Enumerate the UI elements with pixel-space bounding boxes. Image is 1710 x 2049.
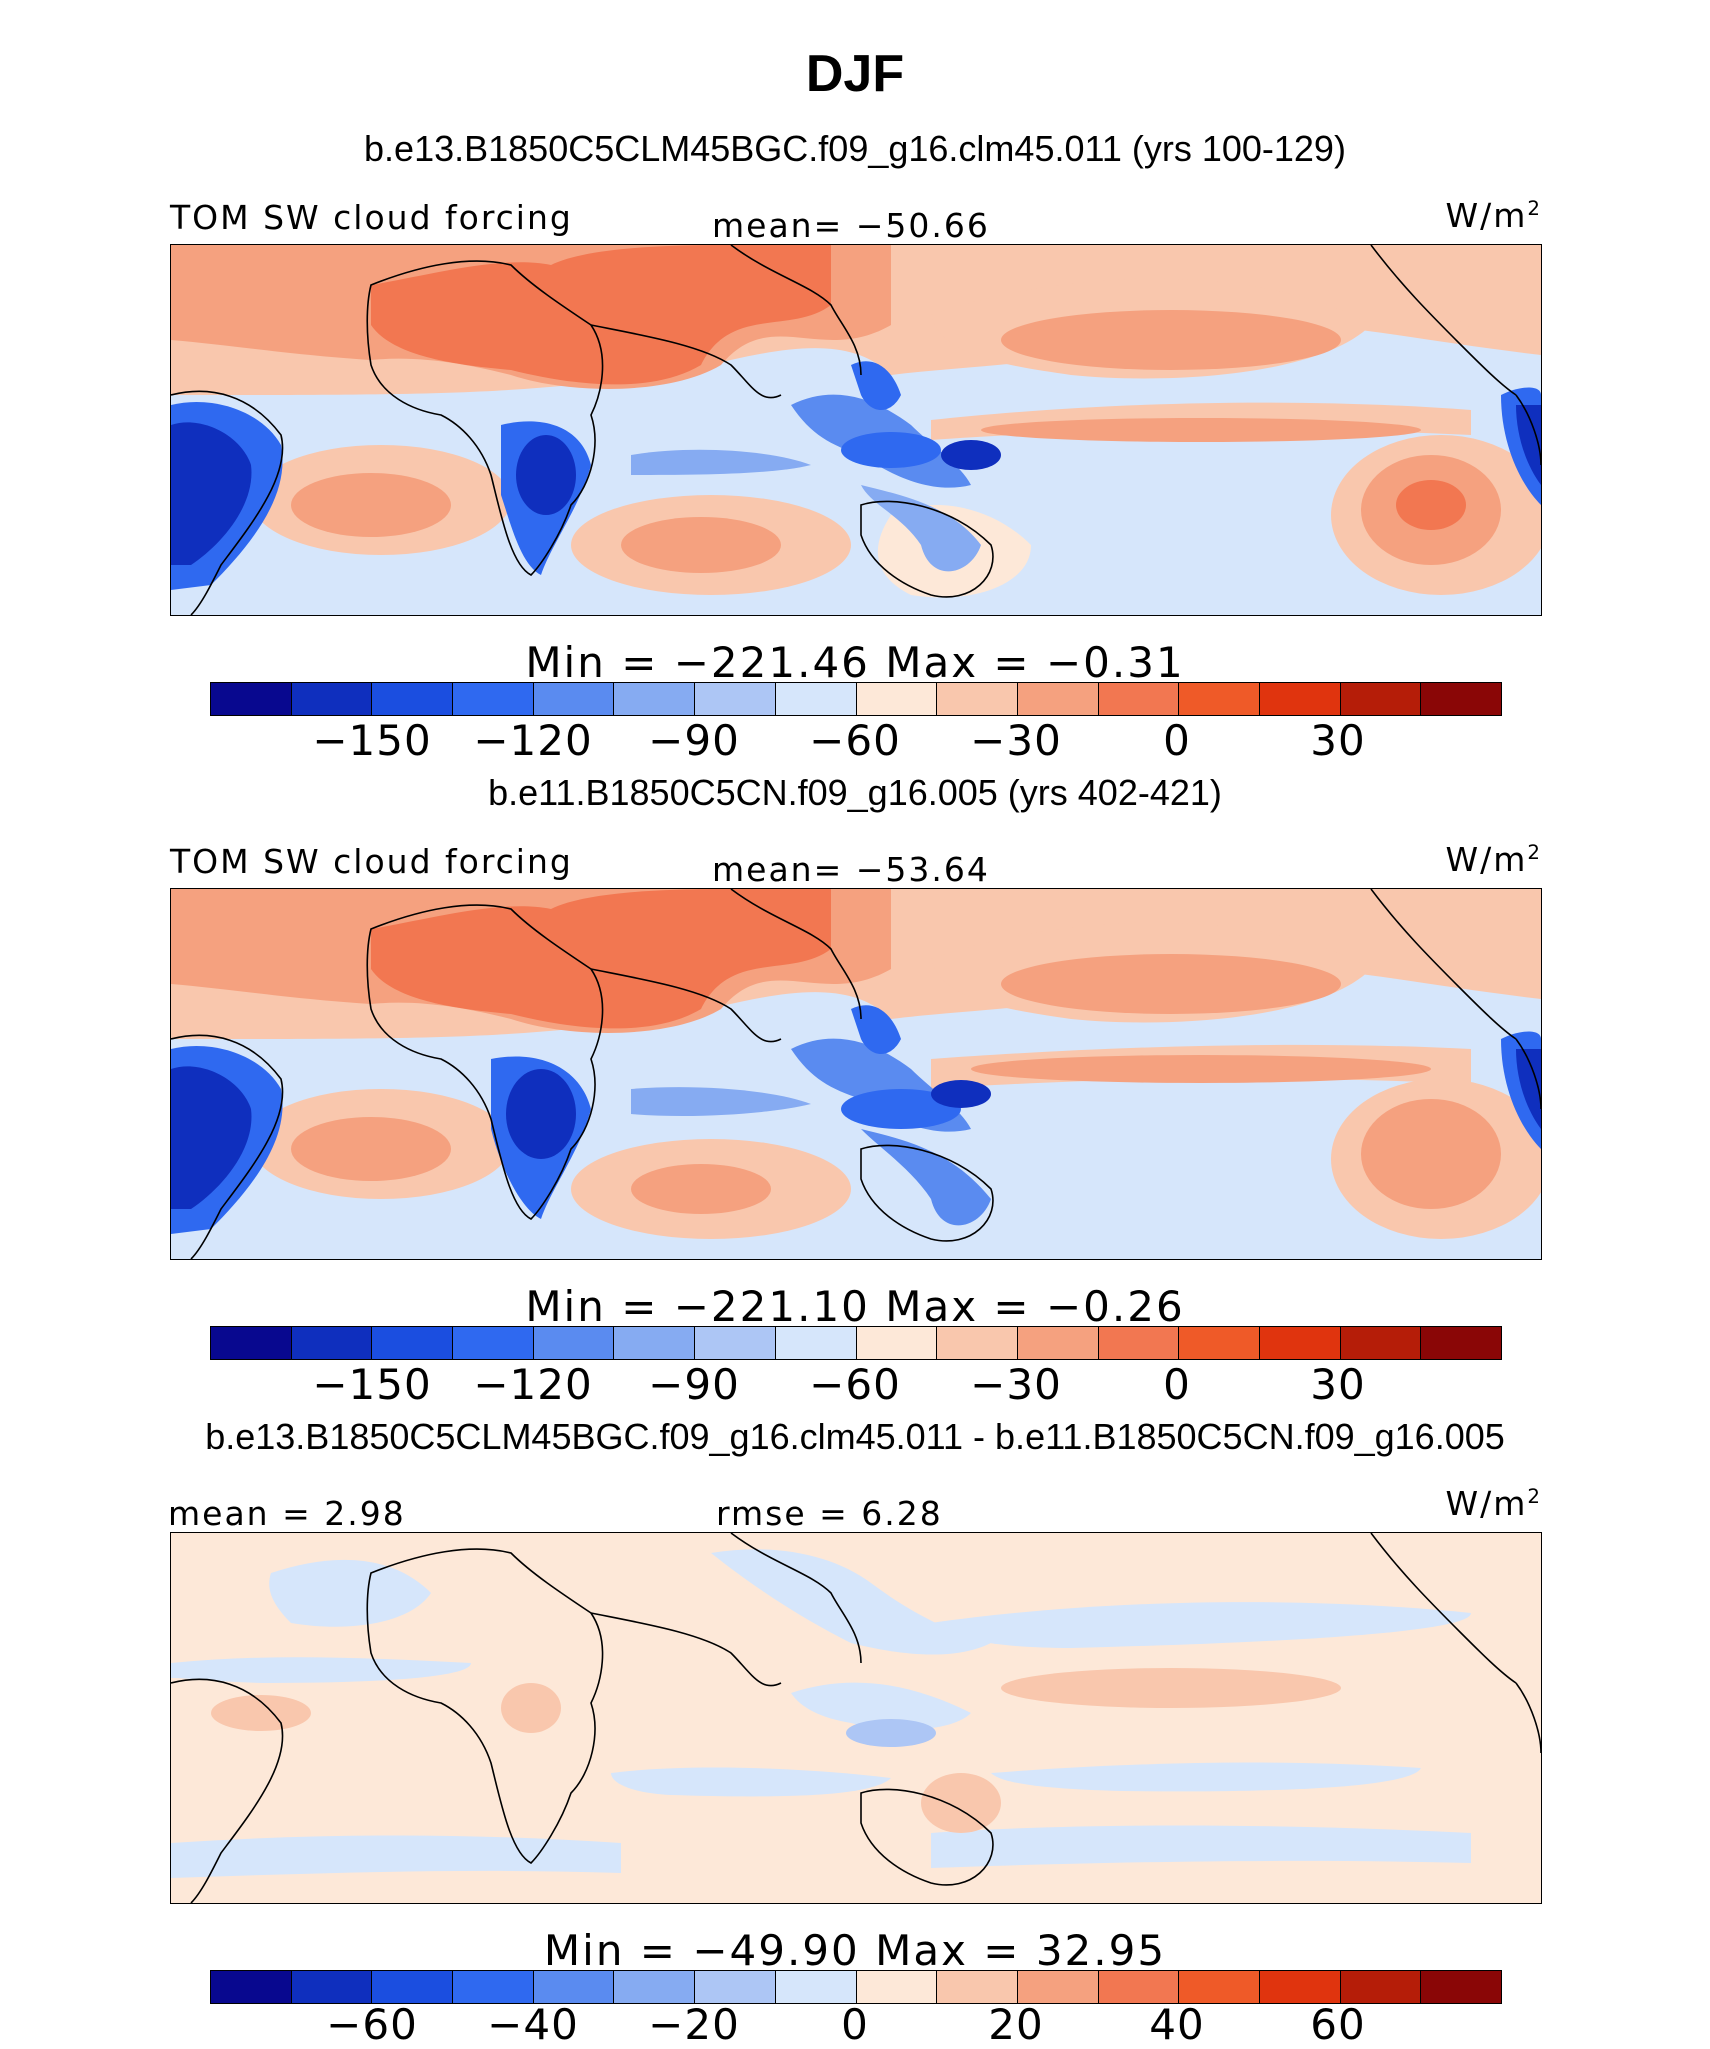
colorbar-swatch: [1179, 1327, 1260, 1359]
panel-3-map: [170, 1532, 1542, 1904]
colorbar-swatch: [372, 683, 454, 715]
panel-2-colorbar-tick: −60: [809, 1360, 901, 1409]
colorbar-swatch: [1340, 683, 1422, 715]
panel-2-colorbar-tick: −120: [473, 1360, 593, 1409]
colorbar-swatch: [533, 1971, 615, 2003]
colorbar-swatch: [533, 683, 615, 715]
colorbar-swatch: [291, 683, 373, 715]
colorbar-swatch: [1259, 1971, 1341, 2003]
colorbar-swatch: [291, 1971, 373, 2003]
colorbar-swatch: [695, 1971, 776, 2003]
colorbar-swatch: [937, 1971, 1018, 2003]
panel-1-colorbar-tick: −90: [648, 716, 740, 765]
panel-3-colorbar-tick: −40: [487, 2000, 579, 2049]
panel-2-map: [170, 888, 1542, 1260]
panel-3-rmse-label: rmse = 6.28: [716, 1494, 943, 1533]
colorbar-swatch: [775, 1971, 857, 2003]
colorbar-swatch: [614, 683, 696, 715]
panel-3-colorbar-tick: 0: [841, 2000, 869, 2049]
panel-1-mean-label: mean= −50.66: [712, 206, 990, 245]
panel-2-mean-label: mean= −53.64: [712, 850, 990, 889]
colorbar-swatch: [775, 1327, 857, 1359]
colorbar-swatch: [775, 683, 857, 715]
panel-1-map: [170, 244, 1542, 616]
panel-3-colorbar-tick: 40: [1149, 2000, 1205, 2049]
colorbar-swatch: [937, 1327, 1018, 1359]
colorbar-swatch: [1259, 683, 1341, 715]
colorbar-swatch: [1098, 1327, 1180, 1359]
panel-1-units-label: W/m2: [1445, 196, 1542, 235]
panel-3-units-label: W/m2: [1445, 1484, 1542, 1523]
colorbar-swatch: [1098, 683, 1180, 715]
colorbar-swatch: [211, 1971, 292, 2003]
panel-3-colorbar-tick: −20: [648, 2000, 740, 2049]
panel-1-colorbar-tick: −150: [312, 716, 432, 765]
colorbar-swatch: [1340, 1971, 1422, 2003]
colorbar-swatch: [1179, 683, 1260, 715]
colorbar-swatch: [1421, 1971, 1501, 2003]
colorbar-swatch: [1017, 1327, 1099, 1359]
panel-1-colorbar-tick: 30: [1310, 716, 1366, 765]
panel-1-colorbar-tick: −120: [473, 716, 593, 765]
panel-2-colorbar-tick: −90: [648, 1360, 740, 1409]
colorbar-swatch: [453, 1327, 534, 1359]
panel-2-colorbar: [210, 1326, 1502, 1360]
colorbar-swatch: [291, 1327, 373, 1359]
panel-2-variable-label: TOM SW cloud forcing: [170, 842, 573, 881]
colorbar-swatch: [1421, 683, 1501, 715]
panel-1-colorbar: [210, 682, 1502, 716]
panel-2-colorbar-tick: −30: [970, 1360, 1062, 1409]
colorbar-swatch: [372, 1971, 454, 2003]
colorbar-swatch: [1017, 683, 1099, 715]
colorbar-swatch: [372, 1327, 454, 1359]
panel-1-case-title: b.e13.B1850C5CLM45BGC.f09_g16.clm45.011 …: [364, 128, 1346, 169]
panel-3-colorbar: [210, 1970, 1502, 2004]
colorbar-swatch: [614, 1971, 696, 2003]
colorbar-swatch: [1340, 1327, 1422, 1359]
panel-2-minmax: Min = −221.10 Max = −0.26: [525, 1282, 1185, 1331]
colorbar-swatch: [614, 1327, 696, 1359]
panel-2-colorbar-tick: −150: [312, 1360, 432, 1409]
panel-1-colorbar-tick: 0: [1163, 716, 1191, 765]
colorbar-swatch: [533, 1327, 615, 1359]
panel-1-minmax: Min = −221.46 Max = −0.31: [525, 638, 1185, 687]
colorbar-swatch: [856, 1971, 938, 2003]
colorbar-swatch: [695, 683, 776, 715]
colorbar-swatch: [1259, 1327, 1341, 1359]
colorbar-swatch: [1421, 1327, 1501, 1359]
panel-1-colorbar-tick: −60: [809, 716, 901, 765]
panel-1-variable-label: TOM SW cloud forcing: [170, 198, 573, 237]
colorbar-swatch: [856, 1327, 938, 1359]
panel-3-colorbar-tick: 60: [1310, 2000, 1366, 2049]
panel-3-case-title: b.e13.B1850C5CLM45BGC.f09_g16.clm45.011 …: [205, 1416, 1505, 1457]
figure-title: DJF: [805, 45, 905, 103]
colorbar-swatch: [211, 683, 292, 715]
colorbar-swatch: [1098, 1971, 1180, 2003]
colorbar-swatch: [1179, 1971, 1260, 2003]
panel-2-units-label: W/m2: [1445, 840, 1542, 879]
panel-3-colorbar-tick: 20: [988, 2000, 1044, 2049]
panel-2-colorbar-tick: 30: [1310, 1360, 1366, 1409]
panel-3-mean-label: mean = 2.98: [168, 1494, 406, 1533]
panel-3-colorbar-tick: −60: [326, 2000, 418, 2049]
colorbar-swatch: [695, 1327, 776, 1359]
panel-2-case-title: b.e11.B1850C5CN.f09_g16.005 (yrs 402-421…: [488, 772, 1222, 813]
colorbar-swatch: [211, 1327, 292, 1359]
panel-2-colorbar-tick: 0: [1163, 1360, 1191, 1409]
panel-3-minmax: Min = −49.90 Max = 32.95: [543, 1926, 1167, 1975]
colorbar-swatch: [1017, 1971, 1099, 2003]
panel-1-colorbar-tick: −30: [970, 716, 1062, 765]
colorbar-swatch: [453, 1971, 534, 2003]
colorbar-swatch: [453, 683, 534, 715]
colorbar-swatch: [856, 683, 938, 715]
colorbar-swatch: [937, 683, 1018, 715]
